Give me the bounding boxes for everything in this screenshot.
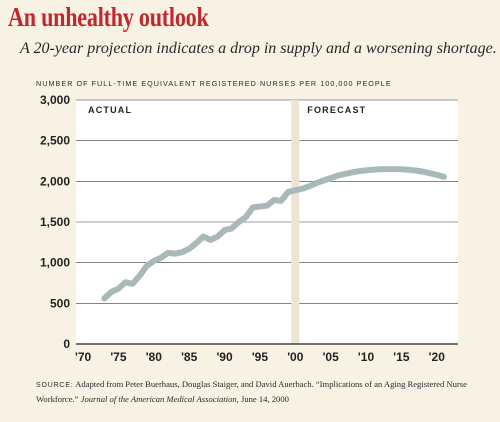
x-tick-label: '90	[216, 350, 233, 364]
x-tick-label: '75	[110, 350, 127, 364]
x-tick-label: '95	[252, 350, 269, 364]
source-note: source: Adapted from Peter Buerhaus, Dou…	[36, 378, 491, 405]
y-tick-label: 2,500	[40, 134, 70, 148]
page-title: An unhealthy outlook	[8, 2, 209, 32]
source-label: source:	[36, 382, 74, 389]
x-tick-label: '70	[75, 350, 92, 364]
actual-forecast-divider	[291, 100, 300, 344]
y-tick-labels: 0 500 1,000 1,500 2,000 2,500 3,000	[40, 93, 70, 351]
x-tick-label: '20	[429, 350, 446, 364]
x-tick-label: '10	[358, 350, 375, 364]
grid-lines	[76, 99, 458, 304]
page-subtitle: A 20-year projection indicates a drop in…	[20, 40, 497, 57]
y-tick-label: 2,000	[40, 174, 70, 188]
region-label-forecast: FORECAST	[307, 105, 366, 115]
y-tick-label: 500	[50, 296, 70, 310]
region-label-actual: ACTUAL	[88, 105, 132, 115]
x-tick-label: '85	[181, 350, 198, 364]
x-tick-label: '05	[323, 350, 340, 364]
x-tick-label: '00	[287, 350, 304, 364]
x-tick-label: '15	[393, 350, 410, 364]
y-tick-label: 1,000	[40, 256, 70, 270]
source-date: , June 14, 2000	[236, 393, 289, 404]
source-text: Adapted from Peter Buerhaus, Douglas Sta…	[36, 379, 467, 404]
region-labels: ACTUAL FORECAST	[88, 105, 366, 115]
x-tick-label: '80	[146, 350, 163, 364]
x-tick-labels: '70 '75 '80 '85 '90 '95 '00 '05 '10 '15 '20	[75, 350, 445, 364]
y-axis-label: Number of full-time equivalent registere…	[36, 79, 392, 88]
y-tick-label: 3,000	[40, 93, 70, 107]
y-tick-label: 1,500	[40, 215, 70, 229]
source-journal: Journal of the American Medical Associat…	[80, 393, 237, 404]
y-tick-label: 0	[63, 337, 70, 351]
series-line	[101, 166, 447, 302]
